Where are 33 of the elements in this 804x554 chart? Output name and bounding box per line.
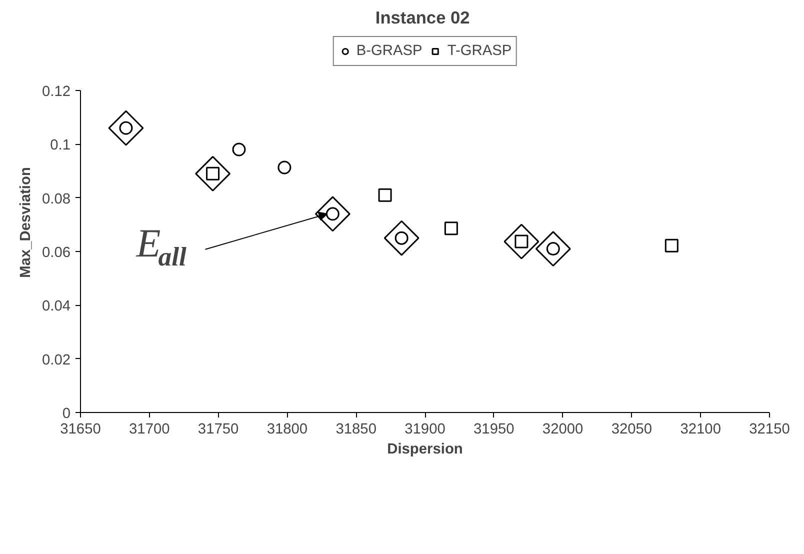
x-tick-label: 32150	[749, 422, 790, 438]
y-tick-label: 0	[62, 406, 71, 422]
point	[314, 196, 350, 232]
point	[195, 156, 231, 192]
x-tick-label: 31650	[60, 422, 101, 438]
chart-title: Instance 02	[375, 8, 470, 28]
y-tick-label: 0.02	[42, 352, 71, 368]
y-tick-label: 0.12	[42, 84, 71, 100]
legend-label: T-GRASP	[447, 43, 512, 59]
x-axis-title: Dispersion	[387, 442, 463, 458]
point	[378, 188, 392, 202]
y-tick-label: 0.1	[50, 138, 70, 154]
y-tick-label: 0.04	[42, 298, 71, 315]
legend-label: B-GRASP	[356, 43, 422, 59]
point	[444, 222, 458, 236]
y-axis-title: Max_Desviation	[18, 167, 34, 278]
x-tick-label: 31950	[474, 422, 514, 438]
x-tick-label: 32050	[611, 422, 652, 438]
y-tick-label: 0.08	[42, 191, 71, 208]
x-tick-label: 32100	[680, 422, 721, 438]
x-tick-label: 31750	[198, 422, 239, 438]
y-tick-label: 0.06	[42, 244, 71, 261]
x-tick-label: 31850	[336, 422, 376, 438]
point	[278, 160, 292, 174]
point	[108, 110, 144, 146]
point	[664, 238, 678, 252]
point	[535, 231, 571, 267]
x-tick-label: 31900	[404, 422, 446, 438]
point	[504, 224, 540, 260]
x-tick-label: 32000	[542, 422, 584, 438]
x-tick-label: 31800	[266, 422, 308, 438]
x-tick-label: 31700	[129, 422, 170, 438]
point	[232, 142, 246, 156]
